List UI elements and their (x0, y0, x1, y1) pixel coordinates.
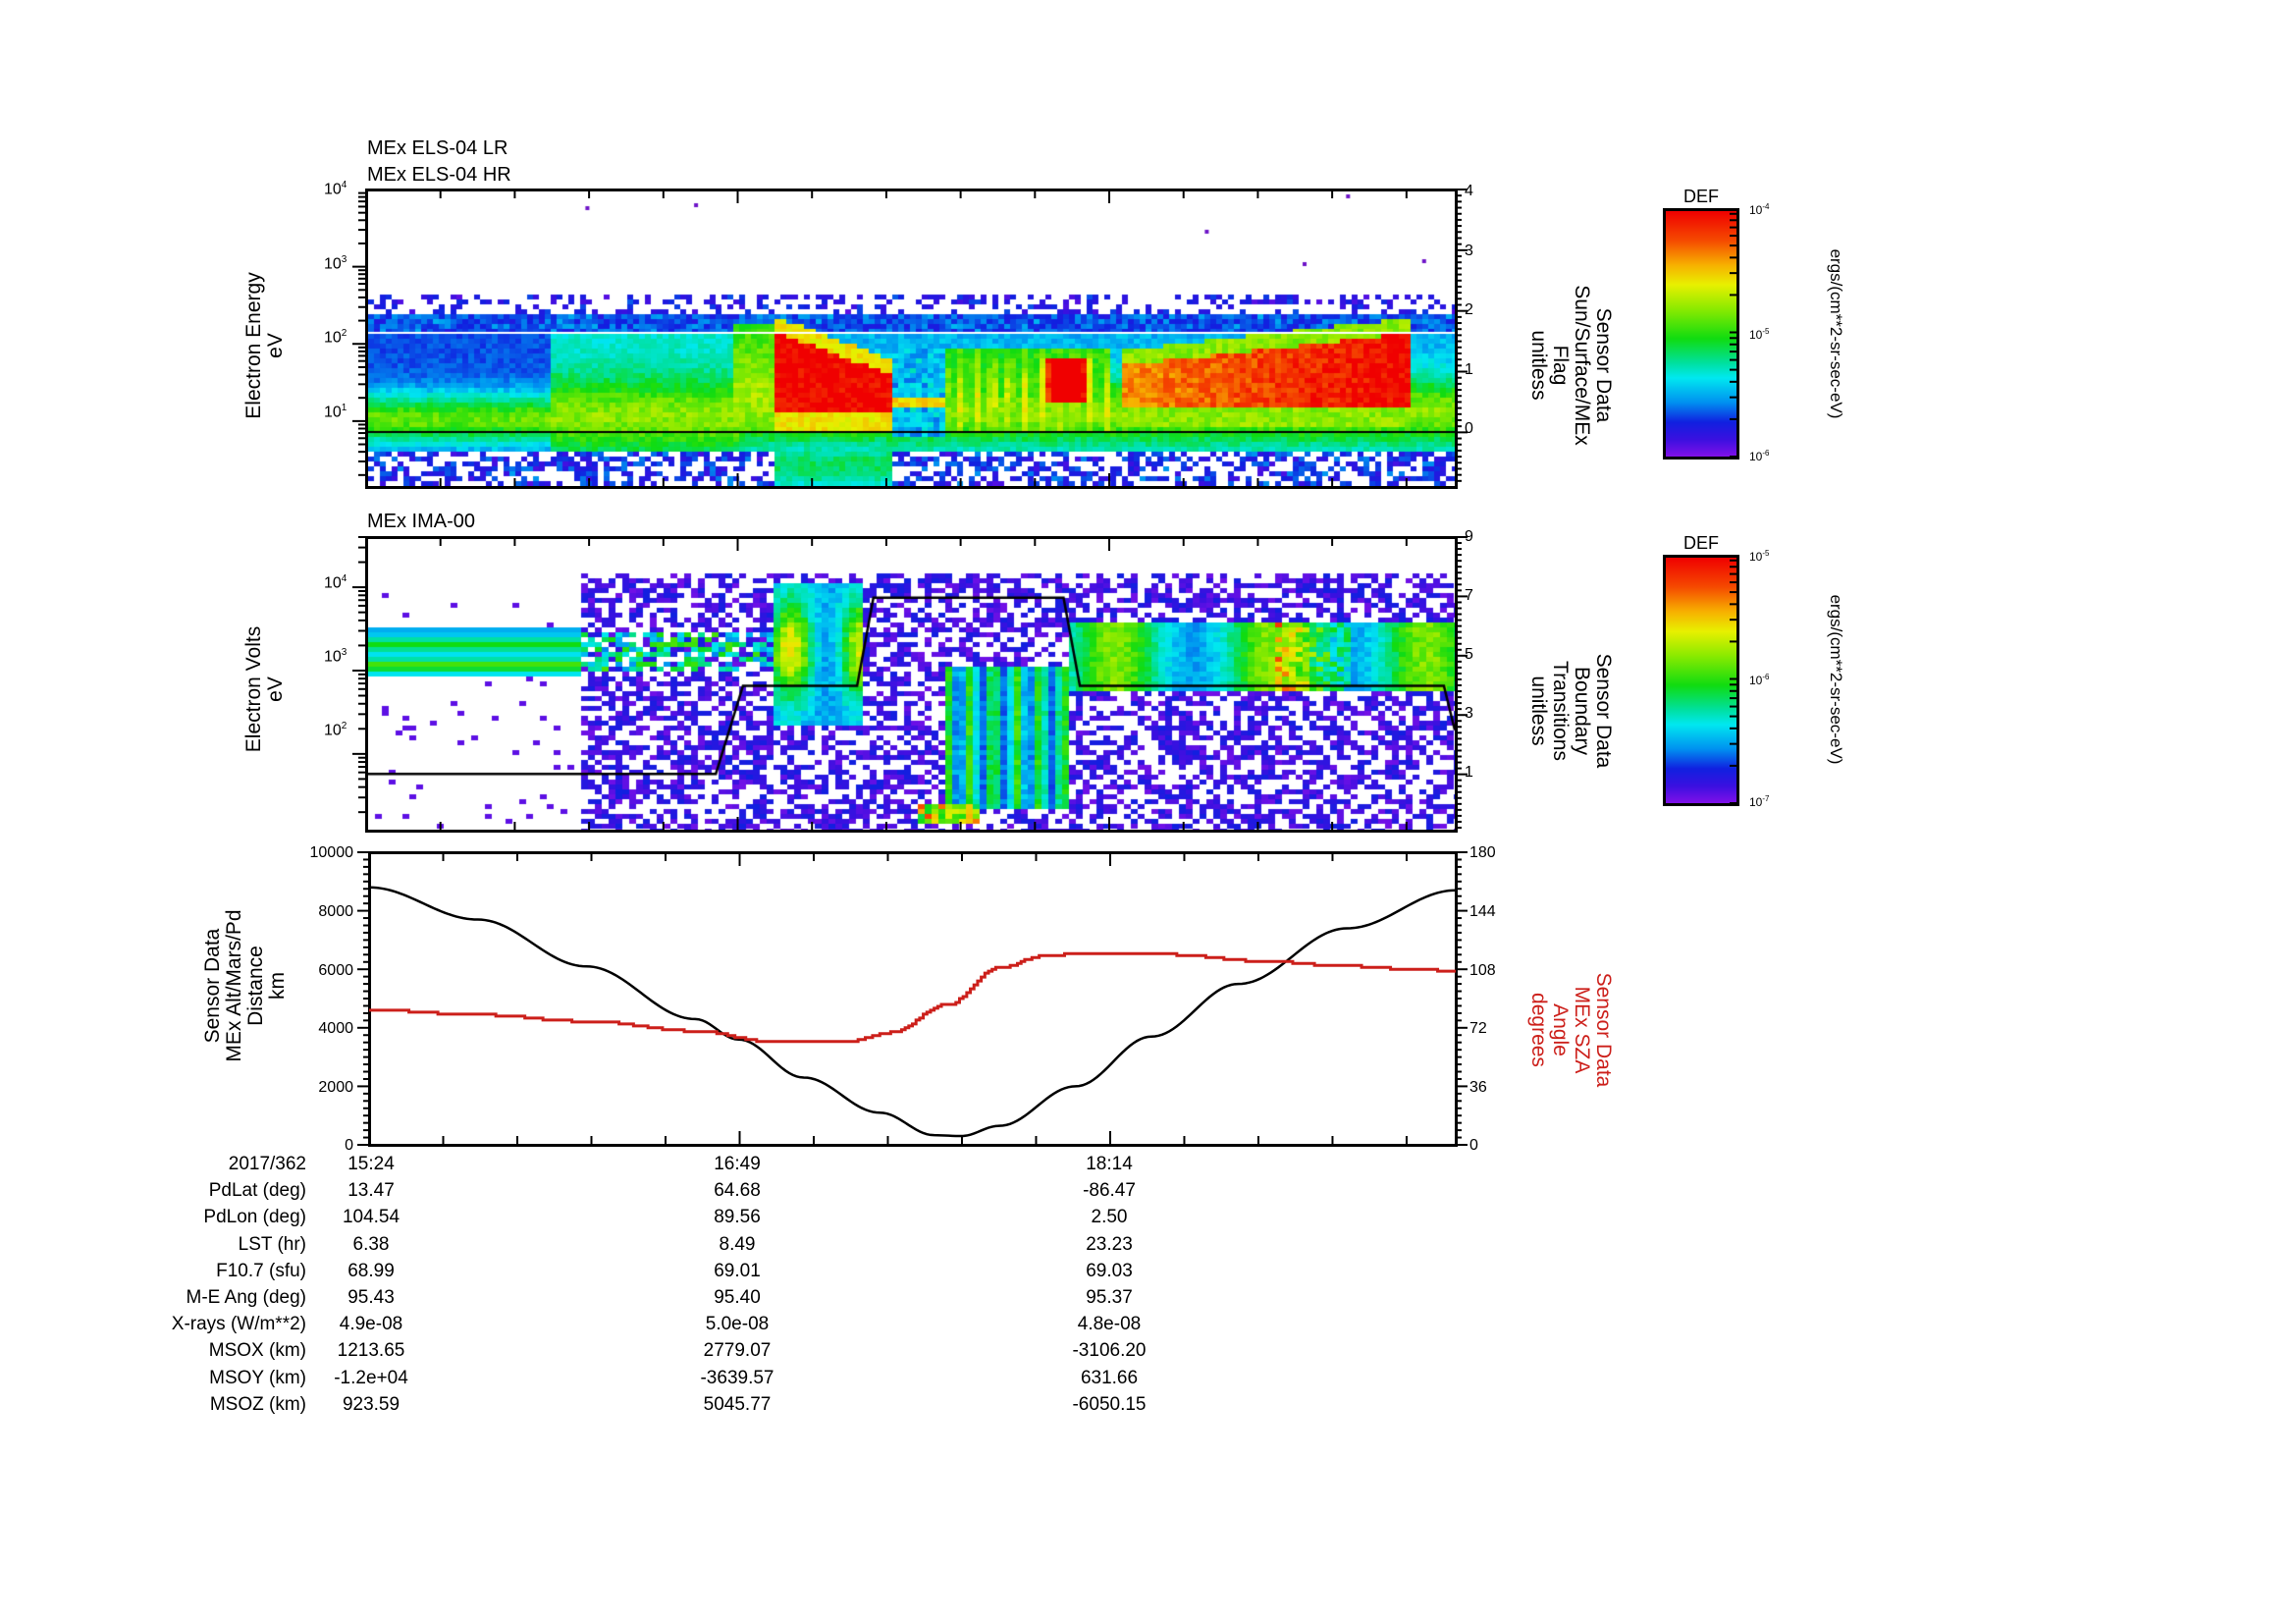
els-title-lr: MEx ELS-04 LR (367, 137, 508, 159)
table-cell: 2779.07 (703, 1340, 772, 1362)
table-cell: -3106.20 (1072, 1340, 1147, 1362)
altitude-line (368, 886, 1457, 1138)
table-row-label: LST (hr) (238, 1233, 306, 1255)
table-cell: 4.8e-08 (1077, 1314, 1142, 1335)
table-cell: 1213.65 (337, 1340, 405, 1362)
table-row-label: X-rays (W/m**2) (171, 1314, 306, 1335)
table-cell: 4.9e-08 (339, 1314, 403, 1335)
table-row-label: MSOX (km) (208, 1340, 306, 1362)
ima-plot-frame (365, 536, 1458, 833)
table-row-label: PdLat (deg) (208, 1180, 306, 1202)
ima-colorbar-tick-mid: 10-6 (1749, 673, 1770, 687)
els-plot-frame (365, 189, 1458, 489)
orbit-ytick-8000: 8000 (318, 903, 353, 920)
table-cell: -86.47 (1083, 1180, 1136, 1202)
table-row-label: PdLon (deg) (203, 1207, 306, 1228)
ima-ytick-10e3: 103 (324, 647, 347, 666)
orbit-y2tick-36: 36 (1469, 1079, 1487, 1096)
orbit-ytick-2000: 2000 (318, 1079, 353, 1096)
table-cell: 89.56 (714, 1207, 761, 1228)
orbit-y2tick-144: 144 (1469, 903, 1496, 920)
ima-ytick-10e4: 104 (324, 573, 347, 592)
table-cell: 18:14 (1086, 1154, 1133, 1174)
table-cell: 6.38 (352, 1233, 390, 1255)
table-cell: 13.47 (347, 1180, 395, 1202)
ima-colorbar-title: DEF (1683, 533, 1719, 553)
table-cell: 15:24 (347, 1154, 395, 1174)
table-cell: 95.40 (714, 1287, 761, 1308)
orbit-y2tick-0: 0 (1469, 1137, 1478, 1154)
orbit-ytick-10000: 10000 (309, 844, 354, 861)
orbit-y2tick-72: 72 (1469, 1020, 1487, 1037)
ima-y2tick-3: 3 (1465, 705, 1473, 722)
table-cell: 104.54 (342, 1207, 400, 1228)
table-row-label: MSOZ (km) (209, 1393, 306, 1415)
els-title-hr: MEx ELS-04 HR (367, 164, 511, 186)
table-cell: 16:49 (714, 1154, 761, 1174)
els-ytick-10e2: 102 (324, 328, 347, 347)
els-colorbar-tick-min: 10-6 (1749, 449, 1770, 463)
table-cell: 95.43 (347, 1287, 395, 1308)
table-cell: 69.03 (1086, 1260, 1133, 1281)
table-cell: -3639.57 (700, 1367, 774, 1388)
table-cell: 23.23 (1086, 1233, 1133, 1255)
orbit-y2tick-108: 108 (1469, 962, 1496, 979)
table-row-label: MSOY (km) (209, 1367, 306, 1388)
table-cell: 64.68 (714, 1180, 761, 1202)
ima-y2tick-9: 9 (1465, 528, 1473, 545)
orbit-ytick-0: 0 (345, 1137, 353, 1154)
sza-line (369, 951, 1456, 1044)
orbit-ytick-4000: 4000 (318, 1020, 353, 1037)
els-colorbar-title: DEF (1683, 187, 1719, 206)
table-cell: 5045.77 (703, 1393, 772, 1415)
table-cell: 923.59 (342, 1393, 400, 1415)
ima-title: MEx IMA-00 (367, 511, 476, 532)
ima-colorbar (1663, 555, 1739, 806)
els-y2tick-2: 2 (1465, 301, 1473, 318)
ima-y2tick-7: 7 (1465, 587, 1473, 604)
els-y2tick-1: 1 (1465, 361, 1473, 378)
table-cell: 8.49 (719, 1233, 756, 1255)
els-colorbar-tick-max: 10-4 (1749, 202, 1770, 217)
els-y2tick-3: 3 (1465, 243, 1473, 259)
ima-colorbar-tick-max: 10-5 (1749, 549, 1770, 564)
ima-colorbar-tick-min: 10-7 (1749, 794, 1770, 809)
table-cell: 5.0e-08 (705, 1314, 770, 1335)
table-cell: -1.2e+04 (334, 1367, 408, 1388)
table-cell: -6050.15 (1072, 1393, 1147, 1415)
table-cell: 69.01 (714, 1260, 761, 1281)
orbit-y2tick-180: 180 (1469, 844, 1496, 861)
els-ytick-10e1: 101 (324, 403, 347, 421)
els-ytick-10e4: 104 (324, 180, 347, 198)
ima-ytick-10e2: 102 (324, 721, 347, 739)
els-colorbar (1663, 208, 1739, 460)
table-cell: 68.99 (347, 1260, 395, 1281)
table-row-label: F10.7 (sfu) (216, 1260, 306, 1281)
table-cell: 631.66 (1080, 1367, 1139, 1388)
table-row-label: M-E Ang (deg) (186, 1287, 307, 1308)
els-y2tick-0: 0 (1465, 420, 1473, 437)
els-ytick-10e3: 103 (324, 254, 347, 273)
els-colorbar-tick-mid: 10-5 (1749, 327, 1770, 342)
els-y2tick-4: 4 (1465, 183, 1473, 199)
ima-y2tick-5: 5 (1465, 646, 1473, 663)
els-spectrogram (368, 191, 1455, 486)
table-row-label: 2017/362 (228, 1154, 306, 1174)
ima-y2tick-1: 1 (1465, 764, 1473, 781)
ima-spectrogram (368, 539, 1455, 830)
orbit-ytick-6000: 6000 (318, 962, 353, 979)
table-cell: 95.37 (1086, 1287, 1133, 1308)
table-cell: 2.50 (1091, 1207, 1128, 1228)
